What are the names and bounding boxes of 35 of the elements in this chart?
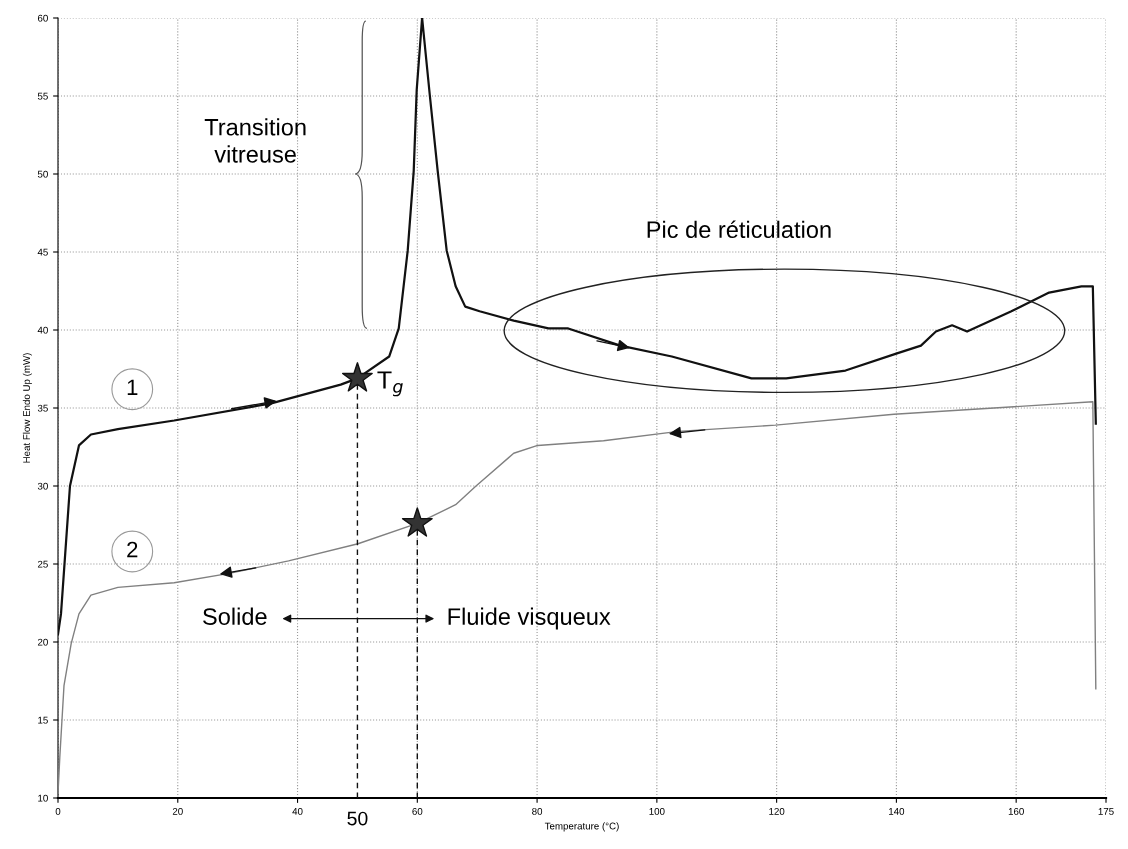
x-tick-label: 120 xyxy=(769,807,785,815)
y-tick-label: 45 xyxy=(37,248,48,256)
y-tick-label: 50 xyxy=(37,170,48,178)
point xyxy=(341,362,373,392)
y-tick-label: 30 xyxy=(37,482,48,490)
x-tick-label: 60 xyxy=(412,807,423,815)
annotation: Pic de réticulation xyxy=(647,220,831,239)
y-tick-label: 55 xyxy=(37,92,48,100)
x-axis-title: Temperature (°C) xyxy=(544,822,619,832)
x-tick-label: 160 xyxy=(1008,807,1024,815)
y-tick-label: 20 xyxy=(37,638,48,646)
x-tick-label: 175 xyxy=(1098,808,1114,815)
annotation: T$_{g}$ xyxy=(377,371,403,397)
y-axis-title: Heat Flow Endo Up (mW) xyxy=(22,353,32,463)
annotation: 2 xyxy=(127,541,138,558)
annotation: 1 xyxy=(127,379,138,396)
point xyxy=(401,507,433,537)
annotation: Fluide visqueux xyxy=(448,607,611,630)
annotation: Transition vitreuse xyxy=(204,118,306,163)
annotation: Solide xyxy=(203,607,267,625)
y-tick-label: 25 xyxy=(37,560,48,568)
y-tick-label: 60 xyxy=(37,14,48,22)
x-tick-label: 0 xyxy=(55,807,61,815)
y-tick-label: 40 xyxy=(37,326,48,334)
x-tick-label: 140 xyxy=(889,807,905,815)
x-tick-label: 100 xyxy=(649,807,665,815)
y-tick-label: 35 xyxy=(37,404,48,412)
y-tick-label: 15 xyxy=(38,716,48,724)
line-series xyxy=(58,18,1097,636)
x-tick-label: 20 xyxy=(172,807,183,815)
annotation: 50 xyxy=(347,811,368,826)
x-tick-label: 80 xyxy=(532,807,543,815)
line-series xyxy=(58,401,1097,795)
y-tick-label: 10 xyxy=(38,794,48,802)
x-tick-label: 40 xyxy=(292,807,303,815)
